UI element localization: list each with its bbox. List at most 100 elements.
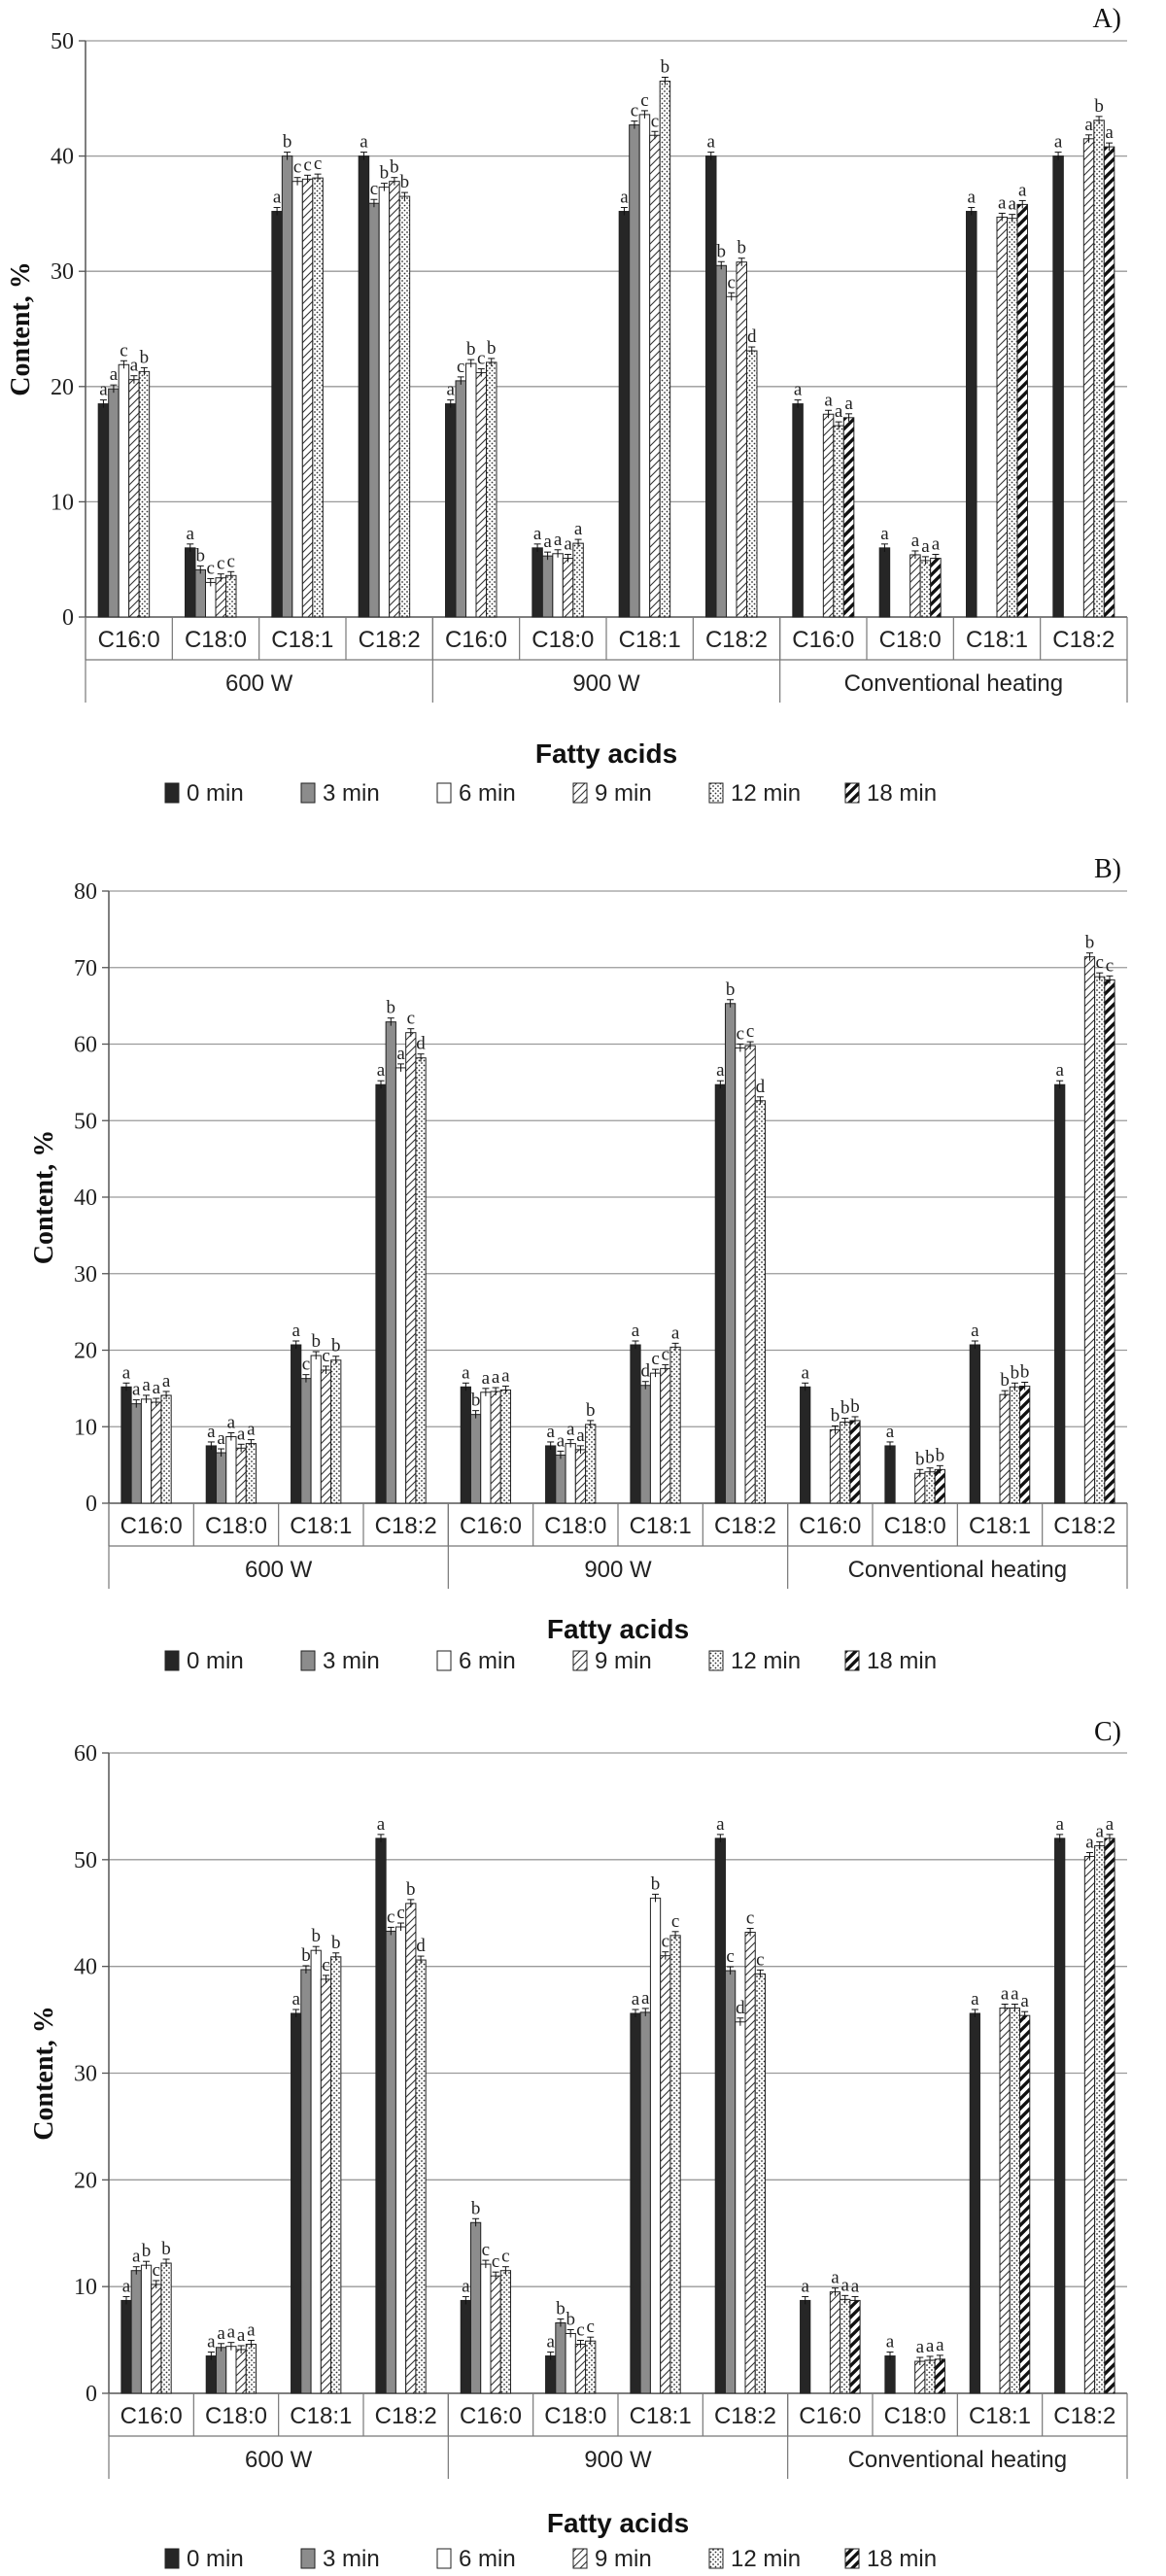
bar-0-min [884,1445,896,1504]
y-tick-label: 70 [74,956,97,981]
significance-letter: b [661,57,670,78]
bar-3-min [715,264,728,618]
bar-3-min [300,1378,312,1504]
significance-letter: b [140,347,150,367]
significance-letter: a [227,2322,236,2343]
significance-letter: a [1105,122,1114,143]
bar-12-min [1009,1386,1021,1504]
bar-9-min [574,2343,587,2394]
x-tick-label: C18:1 [969,1513,1031,1539]
panel-label: A) [1092,4,1121,34]
significance-letter: d [736,1998,745,2018]
y-tick-label: 60 [74,1033,97,1058]
significance-letter: a [492,1367,500,1388]
significance-letter: a [546,2332,555,2353]
significance-letter: a [1018,180,1027,200]
significance-letter: c [302,1355,310,1375]
significance-letter: a [142,1375,151,1395]
significance-letter: b [196,545,206,566]
significance-letter: a [130,356,139,376]
bar-12-min [659,81,671,618]
legend-label-12-min: 12 min [731,780,801,807]
bar-3-min [555,1454,566,1504]
bar-0-min [445,403,457,618]
significance-letter: a [620,188,629,208]
significance-letter: a [880,524,889,544]
bar-3-min [215,1452,227,1504]
bar-6-min [292,181,303,618]
group-label: Conventional heating [848,2447,1068,2473]
significance-letter: c [153,2260,160,2281]
x-tick-label: C18:2 [359,627,421,653]
bar-12-min [245,1443,257,1504]
x-tick-label: C18:1 [630,1513,692,1539]
legend-label-0-min: 0 min [187,1648,244,1674]
bar-18-min [1104,1838,1115,2394]
bar-12-min [330,1956,342,2394]
bar-9-min [736,261,747,618]
bar-6-min [394,1926,407,2394]
group-label: 600 W [225,670,293,697]
significance-letter: b [311,1926,321,1946]
bar-12-min [833,425,844,618]
bar-18-min [842,417,855,618]
bar-6-min [480,1391,492,1504]
legend-swatch-18-min [844,782,860,804]
bar-6-min [565,2332,576,2394]
bar-9-min [490,1391,501,1504]
significance-letter: a [971,1989,979,2009]
significance-letter: a [851,2276,860,2296]
x-tick-label: C18:2 [714,2403,776,2429]
y-tick-label: 80 [74,879,97,905]
bar-9-min [562,558,574,618]
legend: 0 min 3 min 6 min 9 min 12 min 18 min [164,2546,937,2572]
legend-swatch-0-min [164,2548,180,2569]
group-label: 900 W [572,670,640,697]
significance-letter: d [756,1077,766,1097]
legend-label-6-min: 6 min [459,2546,516,2572]
bar-18-min [930,558,942,618]
bar-9-min [490,2275,501,2394]
bar-0-min [800,2299,811,2394]
x-axis-label: Fatty acids [535,738,677,769]
bar-0-min [271,211,283,618]
bar-18-min [1019,2014,1031,2394]
significance-letter: a [533,524,542,544]
y-axis-label: Content, % [6,261,36,395]
significance-letter: b [331,1933,341,1953]
significance-letter: a [99,380,108,400]
significance-letter: a [916,2337,925,2357]
x-tick-label: C18:1 [969,2403,1031,2429]
bar-3-min [300,1969,312,2394]
bar-6-min [649,1897,662,2394]
significance-letter: b [466,339,476,360]
significance-letter: a [1009,194,1017,215]
group-label: Conventional heating [848,1557,1068,1583]
significance-letter: c [322,1955,329,1975]
significance-letter: a [564,534,572,555]
significance-letter: c [587,2317,595,2337]
bar-0-min [705,155,717,618]
group-label: 600 W [245,1557,313,1583]
significance-letter: c [746,1021,754,1042]
significance-letter: c [314,154,322,174]
bar-6-min [394,1067,407,1504]
significance-letter: b [283,132,292,153]
significance-letter: a [122,1362,131,1383]
significance-letter: b [390,157,399,178]
x-tick-label: C18:2 [375,2403,437,2429]
bar-6-min [225,2346,237,2394]
bar-12-min [499,2270,512,2394]
significance-letter: a [462,2276,470,2296]
legend-label-3-min: 3 min [323,1648,380,1674]
significance-letter: a [557,1430,566,1451]
bar-12-min [1094,1845,1106,2394]
bar-9-min [151,2284,162,2394]
x-tick-label: C18:0 [884,2403,946,2429]
y-tick-label: 50 [74,1848,97,1873]
significance-letter: a [641,1988,650,2009]
bar-0-min [969,2012,980,2394]
significance-letter: b [925,1448,935,1468]
bar-0-min [800,1386,811,1504]
